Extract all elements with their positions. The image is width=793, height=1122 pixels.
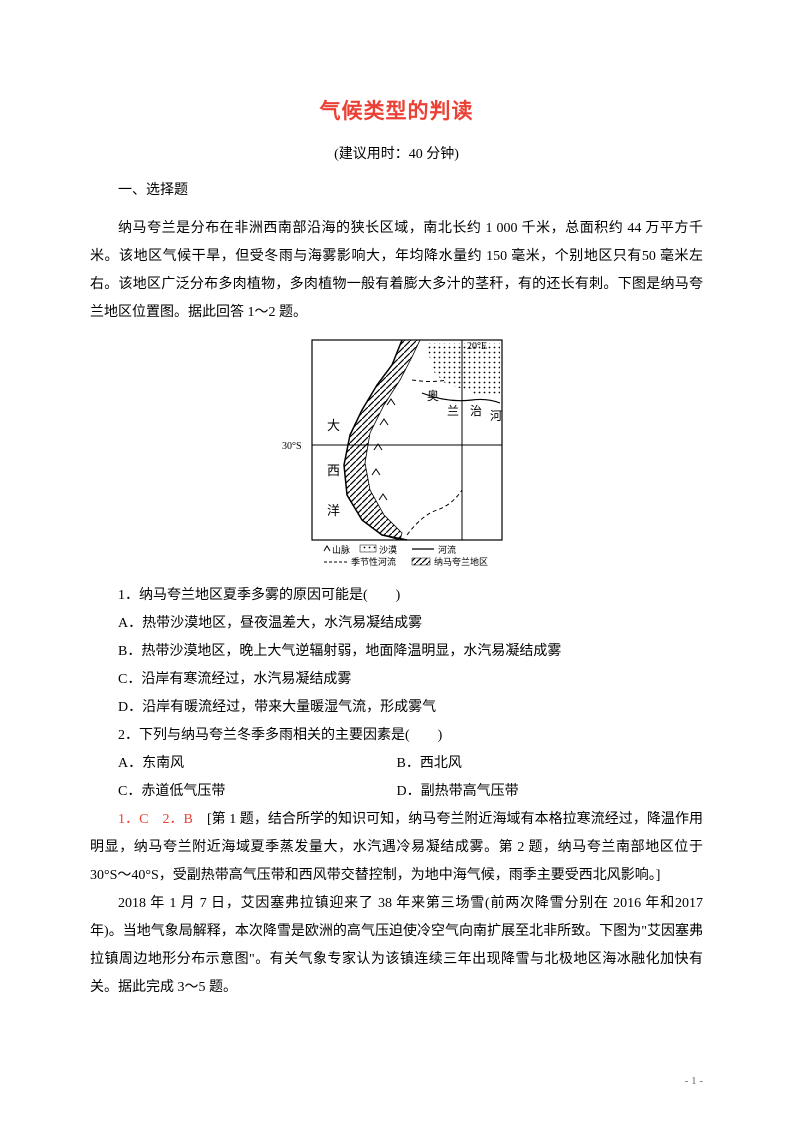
subtitle-time: (建议用时：40 分钟) [90, 143, 703, 163]
q2-option-c: C．赤道低气压带 [90, 778, 397, 806]
question-2: 2．下列与纳马夸兰冬季多雨相关的主要因素是( ) [90, 722, 703, 750]
q1-option-b: B．热带沙漠地区，晚上大气逆辐射弱，地面降温明显，水汽易凝结成雾 [90, 638, 703, 666]
lat-label: 30°S [282, 441, 302, 452]
ocean-label-3: 洋 [327, 503, 340, 518]
legend-region: 纳马夸兰地区 [434, 556, 488, 567]
land-label-2: 兰 [447, 404, 459, 418]
ocean-label-1: 大 [327, 418, 340, 433]
page-title: 气候类型的判读 [90, 95, 703, 125]
section-heading-1: 一、选择题 [90, 177, 703, 205]
page-number: - 1 - [685, 1075, 703, 1087]
map-svg: 20°E 30°S 大 [272, 335, 522, 567]
q2-row-cd: C．赤道低气压带 D．副热带高气压带 [90, 778, 703, 806]
map-figure: 20°E 30°S 大 [90, 335, 703, 572]
intro-paragraph-1: 纳马夸兰是分布在非洲西南部沿海的狭长区域，南北长约 1 000 千米，总面积约 … [90, 215, 703, 327]
q2-option-b: B．西北风 [397, 750, 704, 778]
answer-explanation-1: 1．C 2．B [第 1 题，结合所学的知识可知，纳马夸兰附近海域有本格拉寒流经… [90, 806, 703, 890]
legend-desert: 沙漠 [379, 545, 397, 555]
land-label-4: 河 [490, 409, 502, 423]
legend-river: 河流 [438, 544, 456, 555]
intro-paragraph-2: 2018 年 1 月 7 日，艾因塞弗拉镇迎来了 38 年来第三场雪(前两次降雪… [90, 890, 703, 1002]
question-1: 1．纳马夸兰地区夏季多雾的原因可能是( ) [90, 582, 703, 610]
q2-option-d: D．副热带高气压带 [397, 778, 704, 806]
q2-row-ab: A．东南风 B．西北风 [90, 750, 703, 778]
legend-seasonal: 季节性河流 [351, 556, 396, 567]
land-label-1: 奥 [427, 389, 439, 403]
q2-option-a: A．东南风 [90, 750, 397, 778]
legend-mountain: 山脉 [332, 544, 350, 555]
q1-option-c: C．沿岸有寒流经过，水汽易凝结成雾 [90, 666, 703, 694]
answer-key-1: 1．C 2．B [118, 812, 193, 827]
land-label-3: 治 [470, 404, 482, 418]
ocean-label-2: 西 [327, 463, 340, 478]
q1-option-d: D．沿岸有暖流经过，带来大量暖湿气流，形成雾气 [90, 694, 703, 722]
q1-option-a: A．热带沙漠地区，昼夜温差大，水汽易凝结成雾 [90, 610, 703, 638]
